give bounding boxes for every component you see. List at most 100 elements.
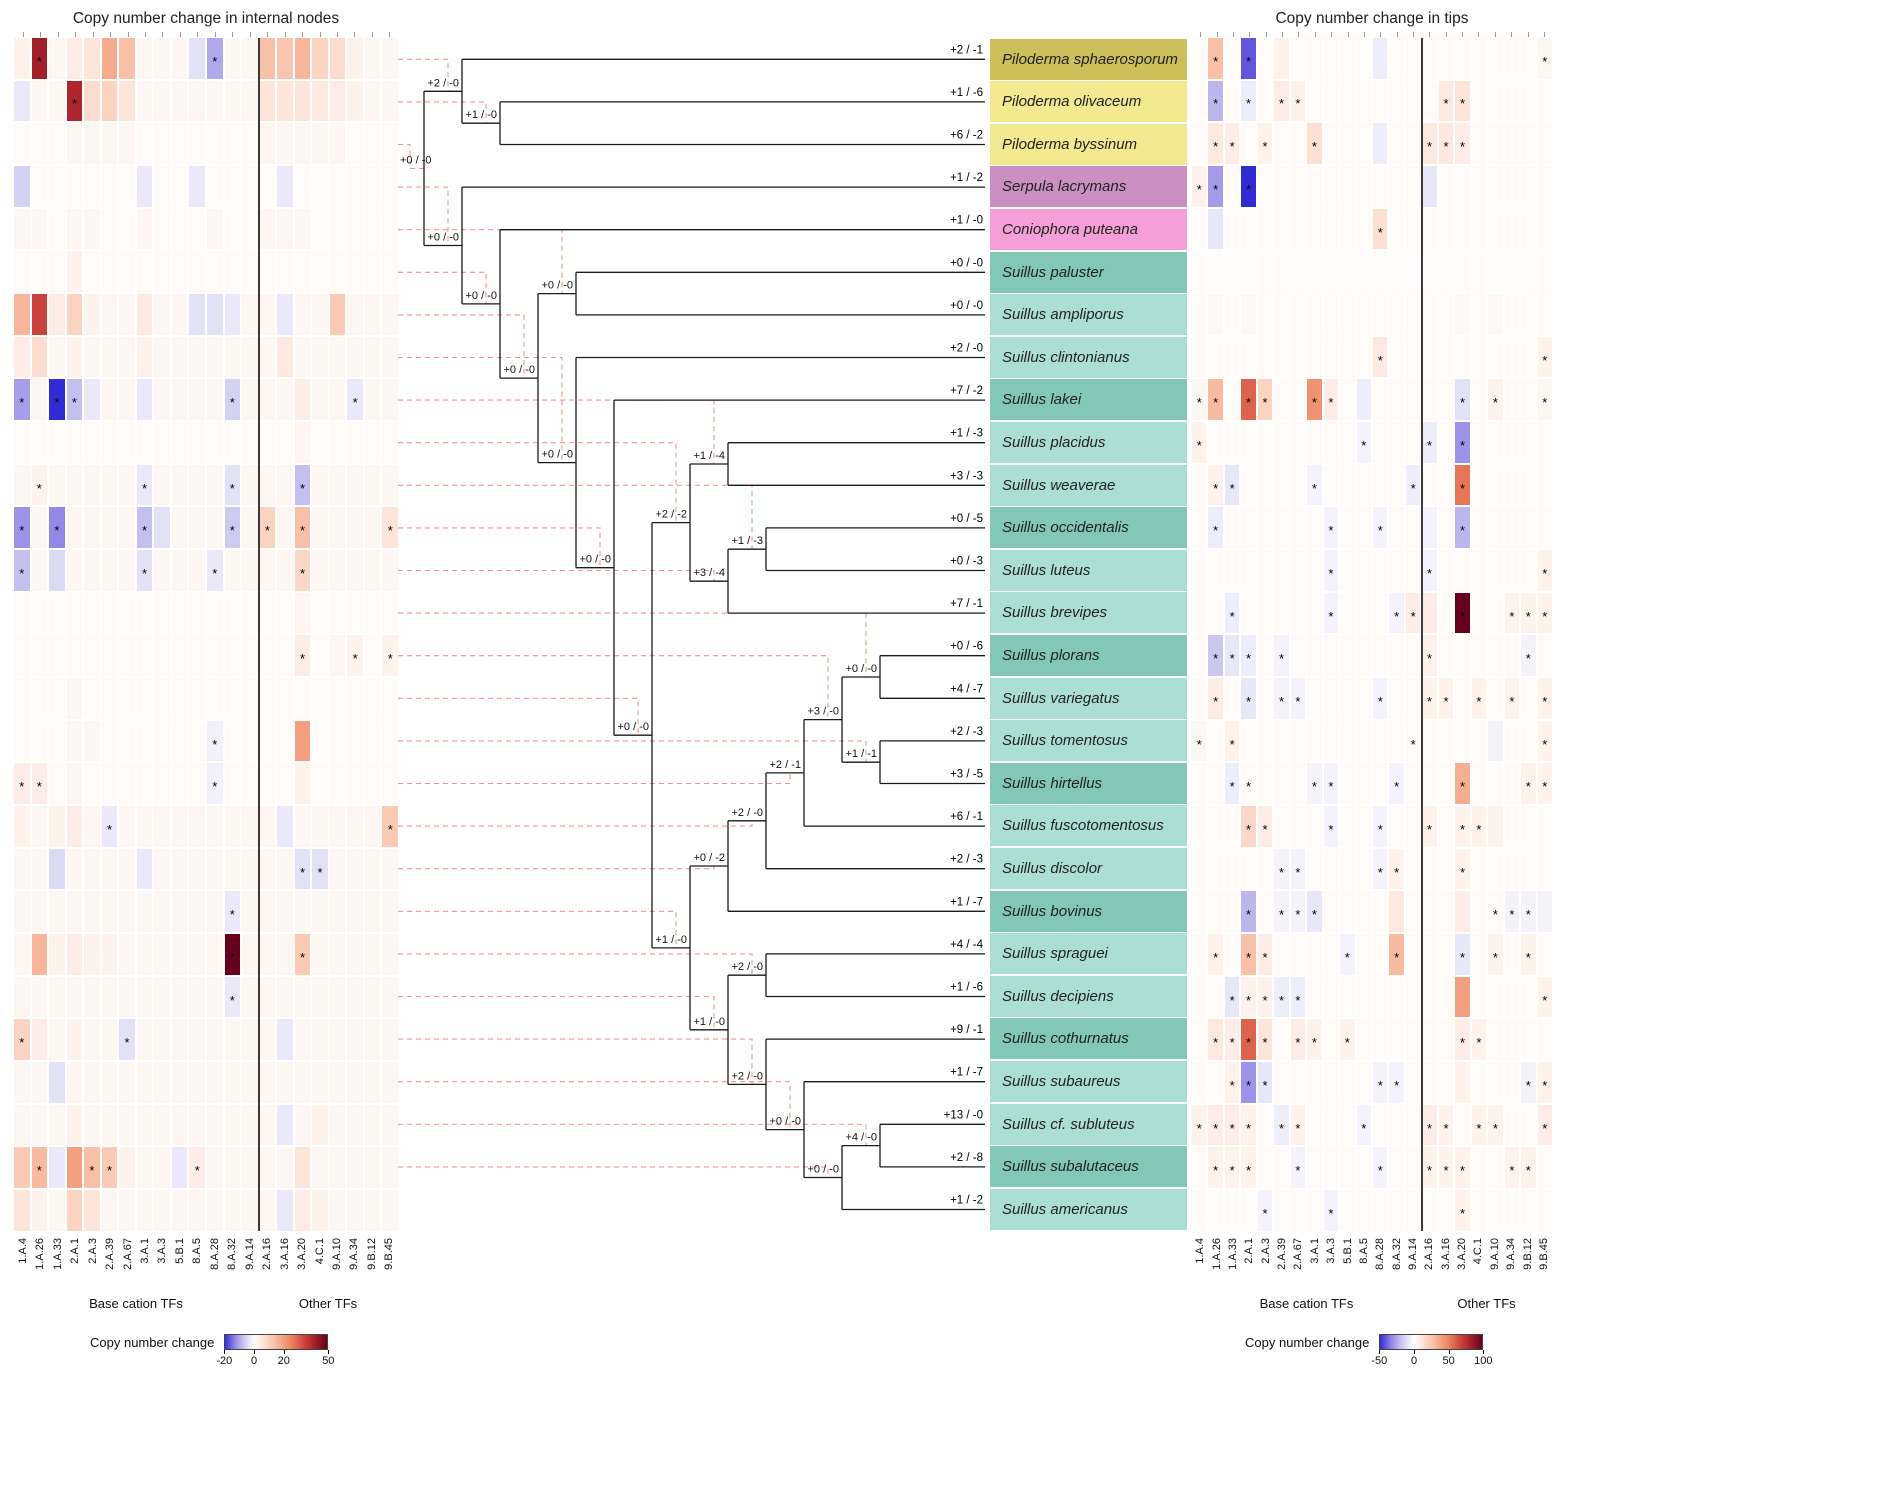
heatmap-cell: [171, 38, 188, 79]
heatmap-cell: [1438, 1019, 1454, 1061]
heatmap-cell: [1323, 38, 1339, 79]
heatmap-cell: [66, 38, 83, 79]
heatmap-cell: [1340, 336, 1355, 378]
heatmap-cell: [329, 934, 346, 975]
heatmap-cell: [101, 592, 118, 634]
significance-star: *: [1492, 395, 1498, 411]
significance-star: *: [1443, 139, 1449, 155]
column-label: 9.B.45: [383, 1238, 396, 1270]
heatmap-cell: [1389, 464, 1404, 506]
heatmap-cell: [66, 123, 83, 164]
significance-star: *: [1229, 736, 1235, 752]
heatmap-cell: [1257, 678, 1273, 719]
tip-label: +3 / -5: [950, 769, 983, 781]
heatmap-cell: [1372, 379, 1388, 421]
heatmap-cell: [347, 1019, 363, 1061]
heatmap-cell: [1192, 934, 1207, 975]
heatmap-cell: [189, 848, 205, 890]
heatmap-cell: *: [1257, 806, 1273, 847]
significance-star: *: [1246, 96, 1252, 112]
significance-star: *: [1262, 1205, 1268, 1221]
heatmap-cell: *: [294, 464, 311, 506]
heatmap-cell: [242, 123, 258, 164]
heatmap-cell: *: [1241, 80, 1256, 122]
heatmap-cell: [1488, 592, 1503, 634]
heatmap-cell: [1257, 251, 1273, 293]
significance-star: *: [1443, 1163, 1449, 1179]
heatmap-cell: [347, 550, 363, 591]
heatmap-cell: [364, 166, 381, 207]
heatmap-cell: [207, 1019, 223, 1061]
heatmap-cell: [1274, 592, 1289, 634]
heatmap-cell: [277, 1190, 293, 1231]
heatmap-cell: [1241, 848, 1256, 890]
heatmap-cell: [171, 464, 188, 506]
heatmap-cell: [1537, 891, 1552, 933]
heatmap-cell: [1438, 294, 1454, 335]
heatmap-cell: [136, 1190, 153, 1231]
heatmap-cell: [382, 1147, 398, 1189]
heatmap-cell: [1521, 720, 1536, 762]
heatmap-cell: [1372, 123, 1388, 164]
heatmap-cell: [66, 592, 83, 634]
heatmap-cell: [119, 806, 135, 847]
heatmap-cell: [242, 678, 258, 719]
heatmap-cell: [1471, 763, 1487, 805]
significance-star: *: [1229, 779, 1235, 795]
heatmap-cell: [154, 720, 170, 762]
heatmap-cell: [1455, 166, 1470, 207]
heatmap-cell: [66, 806, 83, 847]
heatmap-cell: [1389, 550, 1404, 591]
heatmap-cell: *: [1241, 379, 1256, 421]
heatmap-cell: [171, 592, 188, 634]
heatmap-cell: *: [224, 507, 241, 549]
heatmap-cell: [1537, 464, 1552, 506]
significance-star: *: [1295, 1163, 1301, 1179]
heatmap-cell: [312, 336, 328, 378]
heatmap-cell: [224, 38, 241, 79]
heatmap-cell: [1274, 1147, 1289, 1189]
heatmap-cell: [136, 208, 153, 250]
heatmap-cell: [347, 38, 363, 79]
heatmap-cell: [31, 635, 48, 677]
heatmap-cell: [119, 592, 135, 634]
heatmap-cell: [1274, 294, 1289, 335]
heatmap-cell: [84, 464, 100, 506]
heatmap-cell: [382, 592, 398, 634]
heatmap-cell: [154, 422, 170, 463]
heatmap-cell: [347, 208, 363, 250]
legend-gradient-bar: [224, 1334, 329, 1350]
heatmap-cell: [382, 1190, 398, 1231]
heatmap-cell: [242, 1104, 258, 1146]
heatmap-cell: *: [1274, 678, 1289, 719]
axis-tick: [214, 32, 216, 37]
significance-star: *: [1525, 608, 1531, 624]
significance-star: *: [1246, 1163, 1252, 1179]
heatmap-cell: *: [347, 379, 363, 421]
heatmap-cell: [207, 592, 223, 634]
heatmap-cell: [242, 934, 258, 975]
heatmap-cell: [224, 1147, 241, 1189]
heatmap-cell: [1405, 550, 1421, 591]
heatmap-cell: [1340, 550, 1355, 591]
heatmap-cell: [136, 1062, 153, 1103]
heatmap-cell: [242, 720, 258, 762]
heatmap-cell: [101, 379, 118, 421]
heatmap-cell: *: [1422, 678, 1437, 719]
heatmap-cell: *: [1438, 1147, 1454, 1189]
heatmap-cell: [1356, 166, 1371, 207]
heatmap-cell: [119, 891, 135, 933]
heatmap-cell: *: [1323, 806, 1339, 847]
heatmap-cell: [1471, 208, 1487, 250]
heatmap-cell: *: [1224, 464, 1240, 506]
heatmap-cell: [312, 38, 328, 79]
heatmap-cell: [84, 763, 100, 805]
heatmap-cell: [1274, 763, 1289, 805]
heatmap-cell: [31, 507, 48, 549]
significance-star: *: [142, 523, 148, 539]
heatmap-cell: [1422, 294, 1437, 335]
heatmap-cell: [1422, 464, 1437, 506]
heatmap-cell: [364, 464, 381, 506]
heatmap-cell: [364, 336, 381, 378]
significance-star: *: [1377, 1077, 1383, 1093]
